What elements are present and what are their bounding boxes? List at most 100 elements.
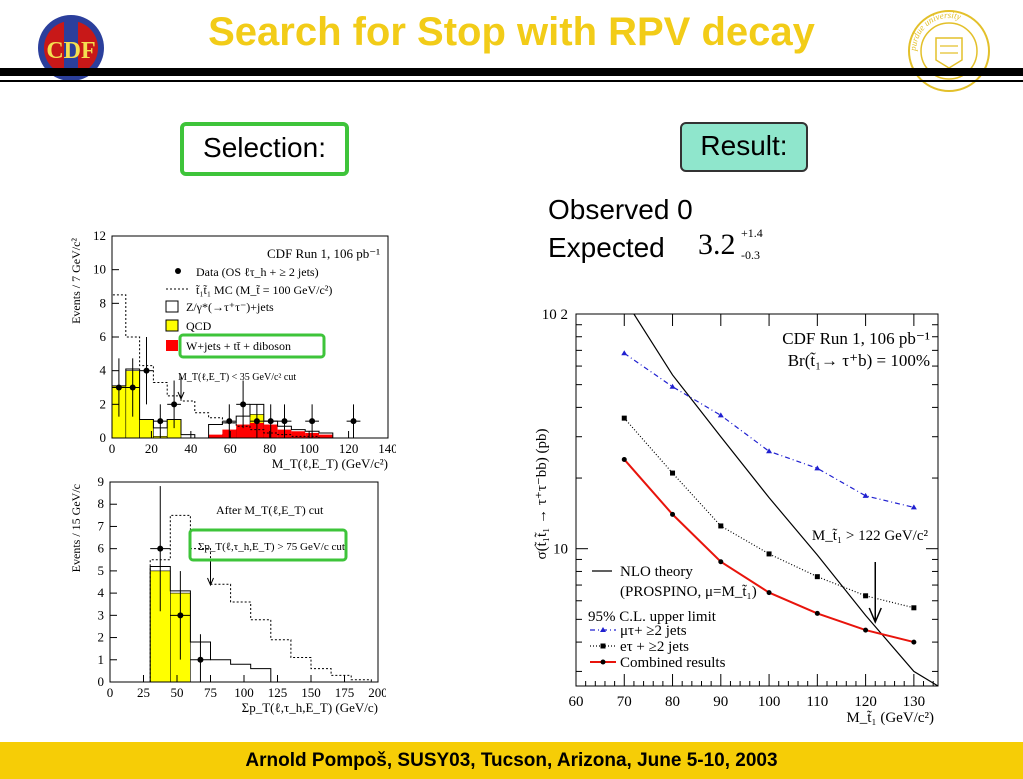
mt-cut-arrowhead: [177, 391, 185, 401]
etau-limit-point: [718, 523, 724, 529]
legend-mutau-limit-marker: [600, 627, 606, 632]
legend-data-marker: [175, 268, 181, 274]
y-tick-label: 5: [98, 563, 105, 578]
page-title: Search for Stop with RPV decay: [208, 10, 815, 54]
y-tick-label: 6: [100, 329, 107, 344]
mutau-limit-point: [766, 448, 773, 454]
x-axis-label: Σp_T(ℓ,τ_h,E_T) (GeV/c): [242, 700, 378, 715]
mutau-limit-point: [717, 412, 724, 418]
footer: Arnold Pompoš, SUSY03, Tucson, Arizona, …: [0, 742, 1023, 779]
etau-limit-point: [911, 605, 917, 611]
etau-limit-point: [814, 574, 820, 580]
legend-after-cut-label: After M_T(ℓ,E_T) cut: [216, 503, 324, 517]
legend-ztautau-label: Z/γ*(→τ⁺τ⁻)+jets: [186, 300, 274, 314]
mutau-limit-point: [669, 383, 676, 389]
x-tick-label: 0: [107, 685, 114, 700]
data-point: [157, 545, 164, 552]
expected-error-up: +1.4: [741, 226, 763, 240]
etau-limit-point: [863, 593, 869, 599]
data-point: [226, 418, 233, 425]
legend-header: 95% C.L. upper limit: [588, 609, 717, 625]
signal-mc-histogram: [110, 514, 372, 683]
sumpt-cut-arrowhead: [207, 577, 214, 587]
background-histogram: [110, 565, 372, 683]
data-point: [267, 418, 274, 425]
x-tick-label: 50: [171, 685, 184, 700]
observed-text: Observed 0: [548, 194, 693, 225]
chart-subtitle: Br(t̃₁→ τ⁺b) = 100%: [788, 351, 930, 370]
mutau-limit-point: [621, 350, 628, 356]
x-tick-label: 110: [806, 694, 828, 710]
y-tick-label: 8: [100, 295, 107, 310]
x-tick-label: 40: [184, 441, 197, 456]
y-axis-label: σ(t̃₁t̃₁ → τ⁺τ⁻bb) (pb): [534, 428, 550, 559]
y-tick-label: 10 2: [542, 307, 568, 323]
y-tick-label: 1: [98, 652, 105, 667]
legend-qcd-label: QCD: [186, 319, 212, 333]
etau-limit-point: [621, 415, 627, 421]
x-axis-label: M_t̃₁ (GeV/c²): [846, 710, 934, 726]
cdf-logo: CDF: [37, 14, 105, 82]
purdue-seal: purdue university: [906, 8, 992, 94]
data-point: [197, 656, 204, 663]
sumpt-cut-highlight-box: [188, 528, 348, 562]
x-tick-label: 70: [617, 694, 632, 710]
wjets-bar: [319, 434, 333, 438]
data-point: [171, 401, 178, 408]
legend-wjets-highlight-box: [178, 333, 326, 359]
data-point: [129, 384, 136, 391]
y-tick-label: 4: [98, 585, 105, 600]
legend-ztautau-swatch: [165, 300, 179, 313]
data-point: [350, 418, 357, 425]
combined-limit-point: [621, 456, 627, 462]
legend-wjets-swatch: [166, 340, 178, 351]
data-point: [240, 401, 247, 408]
data-point: [253, 418, 260, 425]
data-point: [309, 418, 316, 425]
legend-nlo-label-detail: (PROSPINO, μ=M_t̃₁): [620, 584, 757, 600]
mt-cut-annotation: M_T(ℓ,E_T) < 35 GeV/c² cut: [178, 372, 296, 383]
legend-wjets-label: W+jets + tt̄ + diboson: [186, 339, 291, 353]
sumpt-distribution-chart: 0 25 50 75 100 125 150 175 200 0 1 2 3 4 5 6 7 8 9 Σp_T(ℓ,τ…: [69, 474, 386, 715]
x-tick-label: 100: [758, 694, 781, 710]
x-tick-label: 20: [145, 441, 158, 456]
x-tick-label: 125: [268, 685, 288, 700]
legend-data-label: Data (OS ℓτ_h + ≥ 2 jets): [196, 265, 319, 279]
x-tick-label: 90: [713, 694, 728, 710]
wjets-bar: [236, 424, 250, 438]
expected-error-down: -0.3: [741, 248, 760, 262]
legend-title: CDF Run 1, 106 pb⁻¹: [267, 246, 380, 261]
combined-limit-point: [911, 639, 917, 645]
y-axis-label: Events / 15 GeV/c: [69, 484, 83, 572]
etau-limit-point: [670, 470, 676, 476]
mutau-limit-line: [623, 352, 915, 508]
x-tick-label: 200: [368, 685, 386, 700]
y-tick-label: 3: [98, 607, 105, 622]
plot-frame: [575, 313, 939, 687]
etau-limit-point: [766, 551, 772, 557]
x-tick-label: 140: [378, 441, 396, 456]
x-tick-label: 120: [339, 441, 359, 456]
header-rule-thick: [0, 68, 1023, 76]
y-tick-label: 8: [98, 496, 105, 511]
legend-nlo-label: NLO theory: [620, 564, 693, 580]
result-label-box: Result:: [680, 122, 808, 172]
y-tick-label: 9: [98, 474, 105, 489]
legend-etau-limit-marker: [600, 643, 606, 649]
mass-limit-arrowhead: [868, 607, 882, 624]
y-tick-label: 0: [100, 430, 107, 445]
combined-limit-point: [766, 590, 772, 596]
data-point: [143, 367, 150, 374]
y-tick-label: 2: [100, 396, 107, 411]
cdf-logo-text: CDF: [46, 38, 95, 64]
combined-limit-point: [670, 511, 676, 517]
chart-title: CDF Run 1, 106 pb⁻¹: [782, 329, 930, 348]
data-point: [177, 612, 184, 619]
x-tick-label: 75: [204, 685, 217, 700]
legend-qcd-swatch: [165, 319, 179, 332]
combined-limit-point: [718, 559, 724, 565]
y-tick-label: 10: [553, 542, 568, 558]
ztautau-histogram: [111, 368, 388, 439]
y-tick-label: 12: [93, 228, 106, 243]
